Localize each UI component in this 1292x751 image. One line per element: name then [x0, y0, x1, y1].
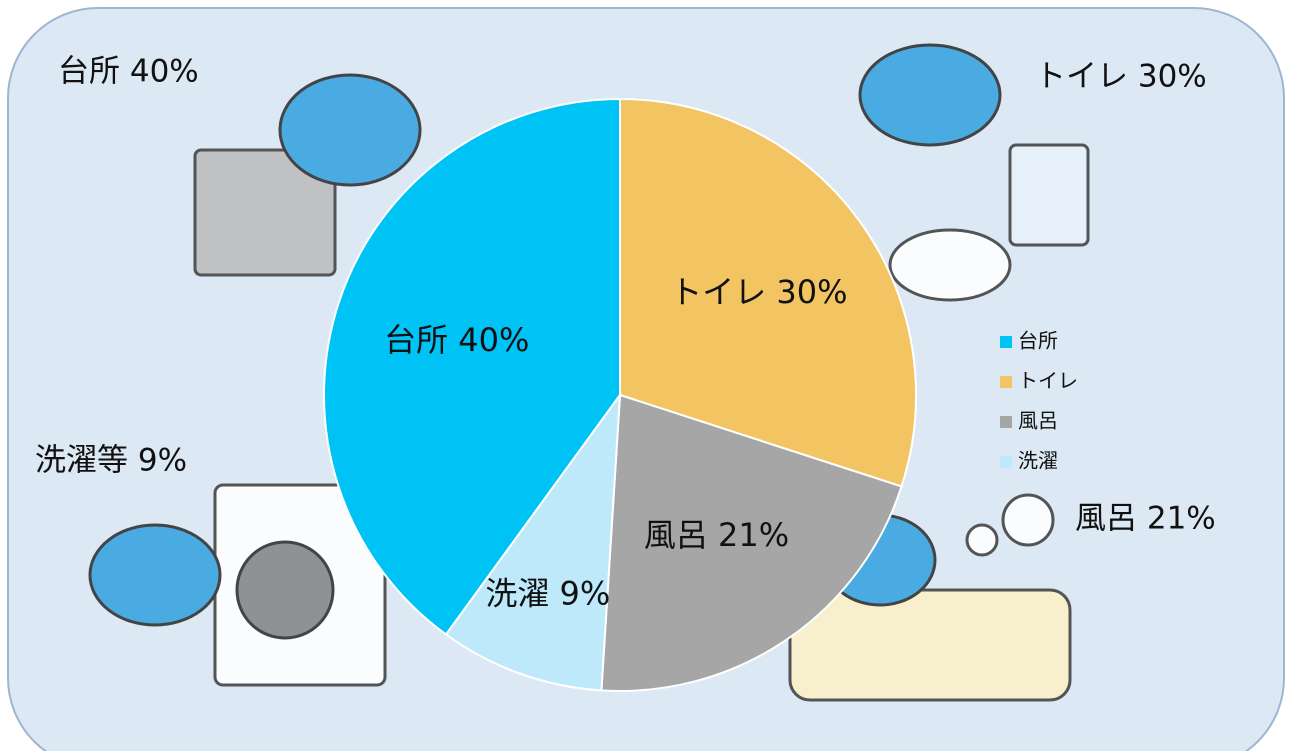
annotation: トイレ 30%	[1035, 59, 1207, 95]
legend-label: トイレ	[1018, 369, 1078, 393]
slice-label: 台所 40%	[384, 321, 529, 359]
slice-label: 洗濯 9%	[485, 575, 610, 613]
annotation: 台所 40%	[58, 54, 199, 90]
legend-swatch	[1000, 336, 1012, 348]
chart: 台所 40% トイレ 30% 風呂 21% 洗濯 9% 台所 40% トイレ 30% 洗濯等…	[0, 0, 1292, 751]
annotation: 風呂 21%	[1075, 501, 1216, 537]
annotation: 洗濯等 9%	[35, 443, 187, 479]
legend-swatch	[1000, 416, 1012, 428]
legend-label: 台所	[1018, 329, 1058, 353]
legend-label: 洗濯	[1018, 449, 1058, 473]
legend-swatch	[1000, 456, 1012, 468]
legend-swatch	[1000, 376, 1012, 388]
legend-label: 風呂	[1018, 409, 1058, 433]
slice-label: 風呂 21%	[644, 516, 789, 554]
slice-label: トイレ 30%	[670, 273, 847, 311]
